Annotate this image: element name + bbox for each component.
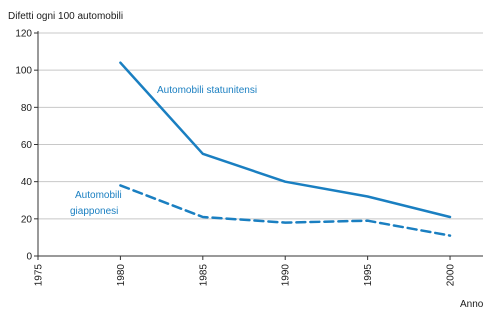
axes: [37, 31, 483, 257]
series-label-jp-line2: giapponesi: [70, 206, 118, 217]
x-tick-label: 1985: [198, 264, 209, 287]
y-tick-label: 40: [21, 177, 33, 188]
x-axis-ticks: 1975 1980 1985 1990 1995 2000: [34, 256, 457, 286]
y-tick-label: 20: [21, 214, 33, 225]
series-line-us: [119, 61, 452, 219]
series-line-jp: [119, 184, 452, 237]
y-axis-ticks: 0 20 40 60 80 100 120: [15, 29, 38, 263]
y-tick-label: 60: [21, 140, 33, 151]
x-tick-label: 1975: [34, 264, 45, 287]
x-axis-label: Anno: [460, 299, 484, 310]
series-label-jp-line1: Automobili: [75, 190, 122, 201]
x-tick-label: 1990: [281, 264, 292, 287]
x-tick-label: 1980: [116, 264, 127, 287]
y-tick-label: 80: [21, 103, 33, 114]
y-axis-label: Difetti ogni 100 automobili: [8, 11, 123, 22]
series-label-us: Automobili statunitensi: [157, 85, 257, 96]
y-tick-label: 0: [26, 252, 32, 263]
y-tick-label: 120: [15, 29, 32, 40]
series-lines: [119, 61, 452, 237]
gridlines: [38, 32, 483, 220]
y-tick-label: 100: [15, 66, 32, 77]
x-tick-label: 1995: [363, 264, 374, 287]
x-tick-label: 2000: [446, 264, 457, 287]
